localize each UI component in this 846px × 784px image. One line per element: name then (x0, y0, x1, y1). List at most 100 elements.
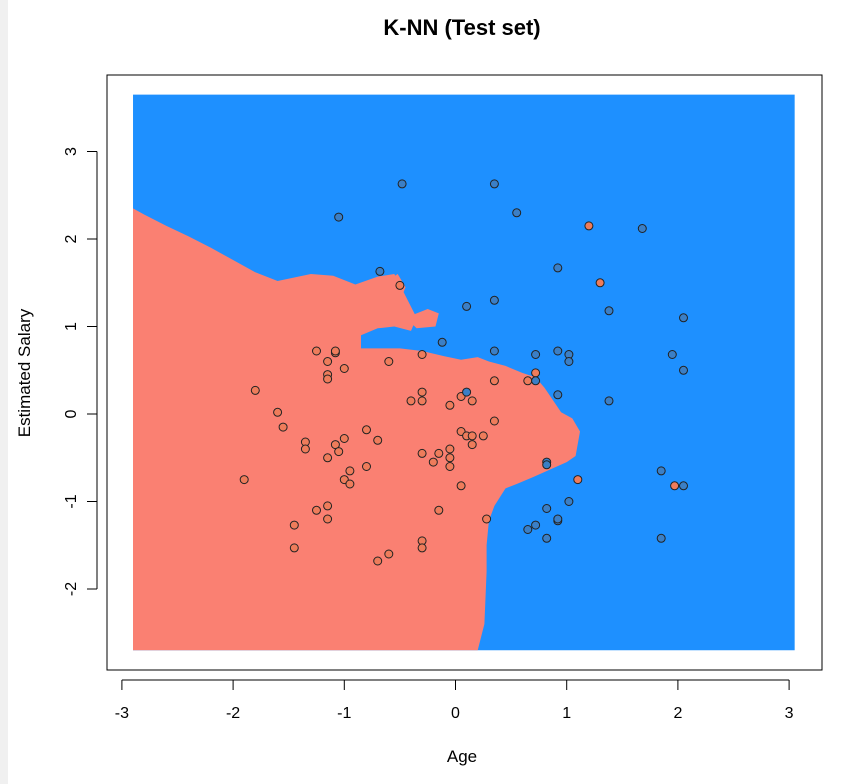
data-point-class0 (417, 448, 427, 458)
data-point-class0 (289, 520, 299, 530)
data-point-class0 (445, 444, 455, 454)
data-point-class0 (250, 385, 260, 395)
data-point-class0 (445, 453, 455, 463)
y-tick-label: -2 (63, 582, 80, 596)
data-point-class0 (373, 556, 383, 566)
data-point-class0 (584, 221, 594, 231)
data-point-class0 (434, 448, 444, 458)
data-point-class1 (637, 224, 647, 233)
plot-frame (106, 74, 823, 671)
data-point-class0 (445, 462, 455, 471)
data-point-class1 (462, 387, 472, 397)
data-point-class0 (489, 376, 499, 386)
chart-title: K-NN (Test set) (383, 15, 540, 40)
data-point-class0 (428, 457, 438, 467)
data-point-class0 (278, 422, 288, 432)
data-point-class1 (489, 346, 499, 356)
data-point-class0 (456, 481, 466, 491)
data-point-class1 (667, 350, 677, 359)
data-point-class0 (417, 350, 427, 359)
data-point-class1 (542, 533, 552, 543)
data-point-class0 (406, 396, 416, 406)
y-axis-label: Estimated Salary (15, 308, 34, 437)
region-class0-island (405, 309, 439, 329)
data-point-class1 (679, 481, 688, 491)
data-point-class1 (489, 179, 499, 189)
data-point-class0 (467, 431, 477, 441)
x-tick-label: -3 (115, 705, 129, 722)
data-point-class0 (531, 368, 541, 378)
data-point-class1 (679, 365, 688, 375)
data-point-class0 (289, 543, 299, 553)
x-axis: -3 -2 -1 0 1 2 3 (115, 679, 794, 722)
data-point-class0 (523, 376, 533, 386)
data-point-class1 (512, 208, 522, 218)
data-point-class0 (323, 514, 333, 524)
y-tick-label: 2 (63, 234, 80, 243)
data-point-class1 (489, 295, 499, 305)
x-tick-label: 3 (785, 705, 794, 722)
data-point-class0 (395, 280, 405, 290)
data-point-class0 (482, 514, 492, 524)
data-point-class1 (334, 212, 344, 222)
data-point-class1 (375, 266, 385, 276)
data-point-class0 (300, 444, 310, 454)
data-point-class0 (323, 501, 333, 511)
data-point-class0 (330, 346, 340, 356)
data-point-class0 (595, 278, 605, 288)
data-point-class0 (334, 447, 344, 457)
data-point-class1 (553, 346, 563, 356)
data-point-class1 (656, 466, 666, 476)
region-class0 (133, 208, 580, 651)
data-point-class0 (417, 387, 427, 397)
data-point-class0 (323, 453, 333, 463)
data-point-class0 (384, 357, 394, 366)
data-point-class0 (345, 479, 355, 489)
data-point-class1 (564, 497, 574, 506)
data-point-class1 (531, 350, 541, 359)
data-point-class0 (417, 396, 427, 406)
data-point-class0 (478, 431, 488, 441)
data-point-class1 (656, 533, 666, 543)
data-point-class1 (604, 396, 614, 406)
data-point-class0 (373, 435, 383, 445)
data-point-class0 (445, 400, 455, 410)
x-tick-label: 2 (673, 705, 682, 722)
data-point-class1 (553, 390, 563, 400)
data-point-class1 (523, 525, 533, 534)
test-points (239, 179, 688, 566)
data-point-class1 (437, 337, 447, 347)
x-axis-label: Age (447, 747, 477, 766)
y-tick-label: 1 (63, 322, 80, 331)
data-point-class0 (670, 481, 680, 491)
data-point-class0 (362, 425, 371, 435)
data-point-class1 (553, 263, 563, 273)
data-point-class0 (384, 549, 394, 559)
data-point-class0 (417, 543, 427, 553)
y-axis: -2 -1 0 1 2 3 (63, 147, 98, 596)
data-point-class0 (312, 346, 321, 356)
data-point-class1 (397, 179, 407, 189)
data-point-class0 (362, 462, 371, 471)
data-point-class0 (345, 466, 355, 476)
data-point-class0 (273, 407, 283, 417)
data-point-class1 (679, 313, 688, 323)
data-point-class0 (573, 475, 583, 485)
data-point-class0 (312, 505, 321, 515)
data-point-class1 (542, 504, 552, 513)
data-point-class1 (564, 357, 574, 366)
data-point-class0 (489, 416, 499, 426)
data-point-class1 (531, 520, 541, 530)
data-point-class0 (339, 434, 349, 443)
data-point-class0 (339, 364, 349, 373)
data-point-class0 (239, 475, 249, 485)
x-tick-label: 0 (451, 705, 460, 722)
left-edge-strip (0, 0, 8, 784)
data-point-class1 (553, 514, 563, 524)
decision-regions (133, 94, 795, 651)
data-point-class0 (323, 357, 333, 366)
data-point-class1 (531, 376, 541, 386)
x-tick-label: -1 (337, 705, 351, 722)
data-point-class0 (434, 505, 444, 515)
